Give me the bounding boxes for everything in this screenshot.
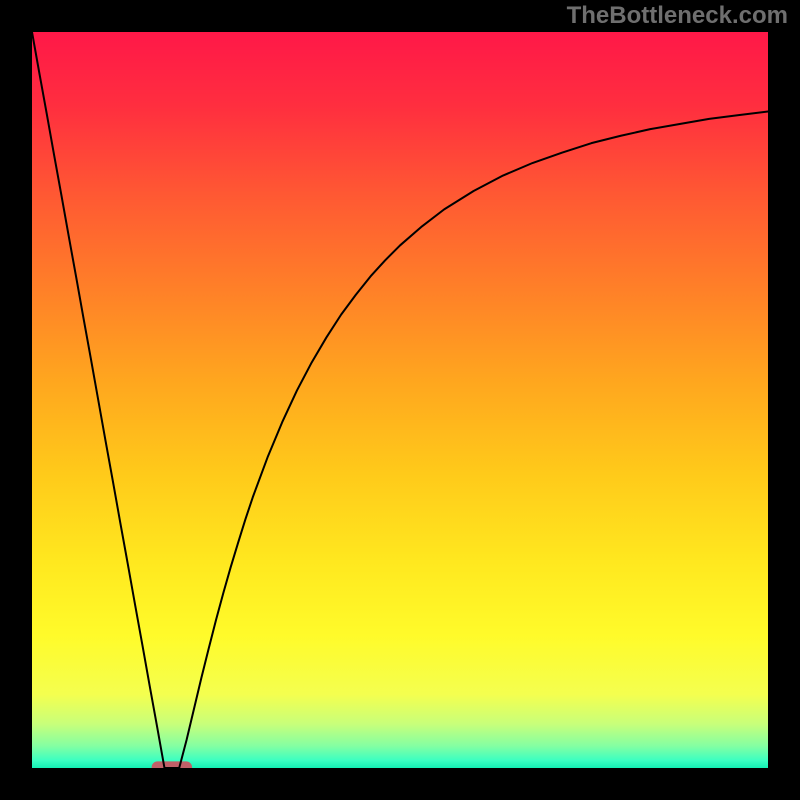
watermark-text: TheBottleneck.com [567, 2, 788, 30]
bottleneck-chart [0, 0, 800, 800]
plot-background [32, 32, 768, 768]
chart-frame: TheBottleneck.com [0, 0, 800, 800]
